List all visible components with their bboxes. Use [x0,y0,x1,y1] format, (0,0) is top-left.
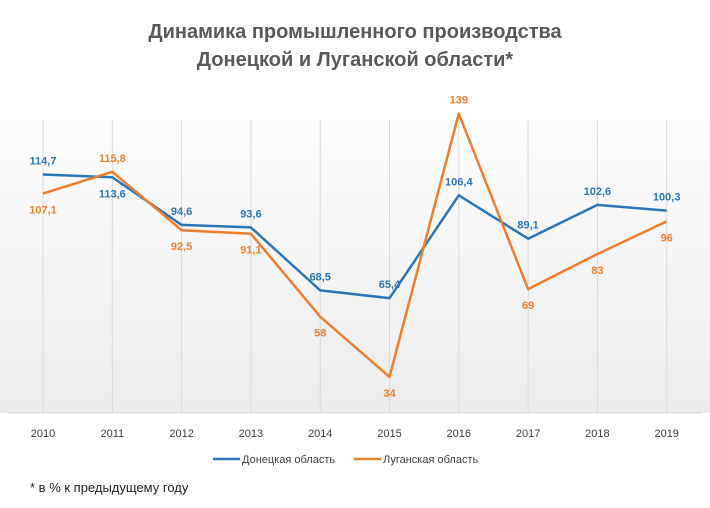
chart-title-line-2: Донецкой и Луганской области* [196,49,514,71]
x-tick-label: 2010 [31,428,55,440]
legend-label-lugansk: Луганская область [383,454,478,466]
series-lines [42,112,668,379]
footnote: * в % к предыдущему году [30,480,189,495]
data-label: 89,1 [517,220,538,232]
data-label: 93,6 [240,208,261,220]
x-tick-label: 2019 [654,428,678,440]
x-tick-label: 2015 [377,428,401,440]
data-labels: 114,7 113,6 94,6 93,6 68,5 65,4 106,4 89,1 102,6… [29,95,680,400]
data-label: 94,6 [171,206,192,218]
gridlines [42,120,668,413]
x-tick-label: 2011 [100,428,124,440]
data-label: 69 [522,300,534,312]
data-label: 34 [383,388,396,400]
data-label: 139 [450,95,468,107]
data-label: 58 [314,328,326,340]
plot-background [0,80,710,413]
data-label: 68,5 [309,271,330,283]
data-label: 92,5 [171,241,192,253]
chart-title: Динамика промышленного производства Доне… [0,18,710,74]
x-tick-label: 2017 [516,428,540,440]
data-label: 83 [591,265,603,277]
data-label: 106,4 [445,176,473,188]
data-label: 96 [661,232,673,244]
x-tick-label: 2013 [239,428,263,440]
chart-title-line-1: Динамика промышленного производства [148,21,562,43]
data-label: 100,3 [653,192,681,204]
data-label: 107,1 [29,205,57,217]
data-label: 113,6 [99,188,126,200]
data-label: 65,4 [379,279,401,291]
legend-label-donetsk: Донецкая область [242,454,335,466]
data-label: 102,6 [584,186,612,198]
x-tick-label: 2012 [169,428,193,440]
data-label: 114,7 [30,156,57,168]
x-tick-label: 2016 [447,428,471,440]
data-label: 91,1 [240,245,261,257]
legend: Донецкая область Луганская область [213,454,478,466]
data-label: 115,8 [99,153,126,165]
x-tick-label: 2018 [585,428,609,440]
x-tick-label: 2014 [308,428,332,440]
series-line-lugansk [42,112,668,379]
x-axis-ticks: 2010 2011 2012 2013 2014 2015 2016 2017 2018 2019 [31,428,679,440]
